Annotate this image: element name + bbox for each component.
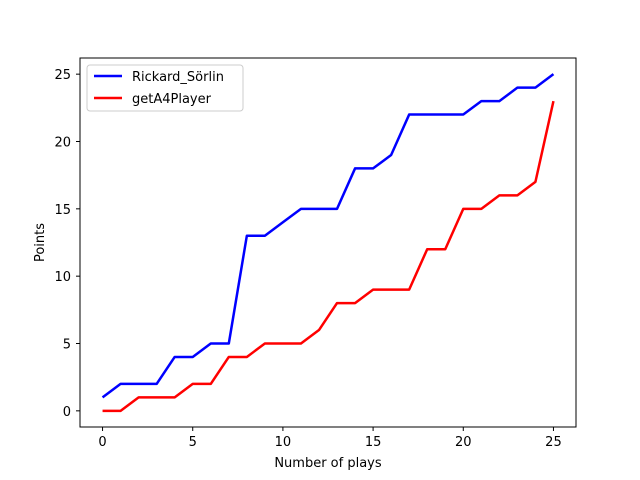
legend-box (86, 64, 244, 112)
x-axis-label: Number of plays (274, 456, 382, 471)
plot-area (80, 58, 576, 427)
legend-label-0: Rickard_Sörlin (132, 70, 224, 85)
x-tick-label: 20 (455, 435, 472, 450)
series-line-1 (102, 100, 555, 413)
plot-frame (79, 57, 577, 428)
y-tick-label: 25 (54, 68, 71, 83)
x-tick-label: 10 (275, 435, 292, 450)
y-axis-label: Points (33, 223, 48, 262)
x-tick-label: 0 (98, 435, 106, 450)
y-tick-label: 0 (63, 405, 71, 420)
x-tick-label: 15 (365, 435, 382, 450)
legend: Rickard_Sörlin getA4Player (86, 64, 244, 112)
y-tick-label: 15 (54, 203, 71, 218)
x-tick-label: 5 (189, 435, 197, 450)
legend-label-1: getA4Player (132, 92, 212, 107)
series-layer (101, 73, 555, 413)
series-line-0 (101, 73, 555, 399)
y-tick-label: 20 (54, 135, 71, 150)
x-tick-label: 25 (545, 435, 562, 450)
y-tick-label: 5 (63, 338, 71, 353)
y-tick-label: 10 (54, 270, 71, 285)
ticks-layer: 0 5 10 15 20 25 0 5 10 15 20 25 (54, 68, 561, 450)
